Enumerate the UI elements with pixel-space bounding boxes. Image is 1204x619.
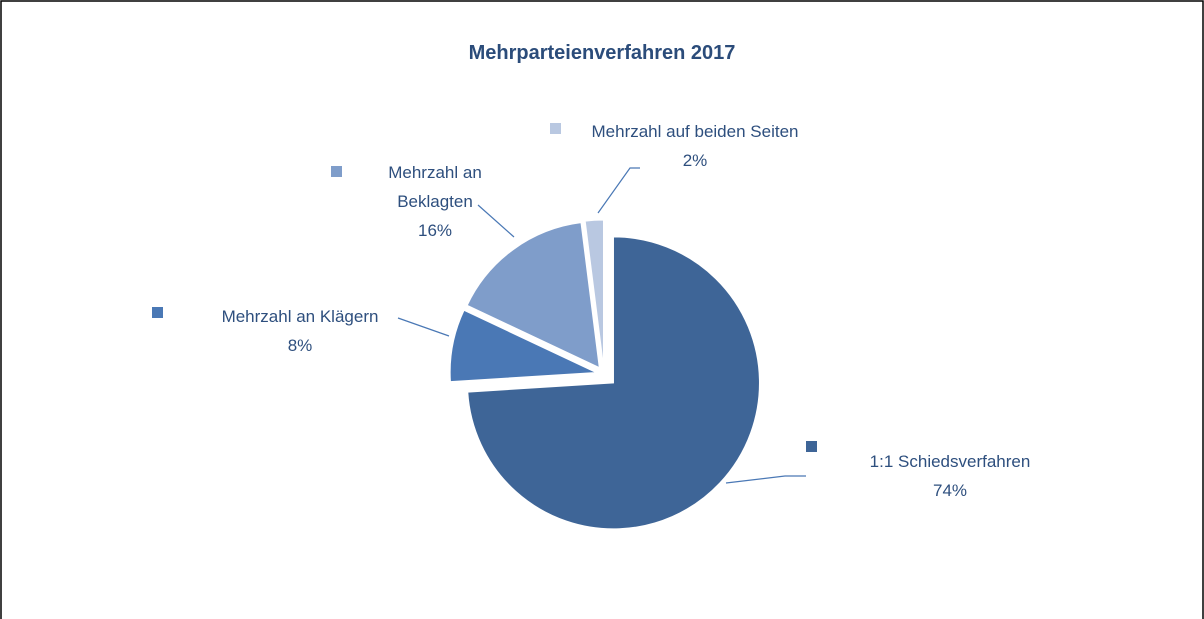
data-label: 1:1 Schiedsverfahren 74% <box>830 447 1070 505</box>
pie-slice <box>584 219 604 367</box>
data-label: Mehrzahl auf beiden Seiten 2% <box>580 117 810 175</box>
legend-swatch <box>152 307 163 318</box>
legend-swatch <box>806 441 817 452</box>
leader-line <box>725 475 806 484</box>
leader-line <box>477 204 515 238</box>
category-label: Mehrzahl an Klägern <box>221 307 379 326</box>
value-label: 2% <box>682 151 708 170</box>
legend-swatch <box>550 123 561 134</box>
value-label: 74% <box>932 481 968 500</box>
legend-swatch <box>331 166 342 177</box>
chart-title: Mehrparteienverfahren 2017 <box>468 42 736 64</box>
leader-line <box>597 167 640 214</box>
category-label: Mehrzahl an Beklagten <box>388 163 482 211</box>
leader-line <box>397 317 450 337</box>
pie-slice <box>466 222 600 369</box>
data-label: Mehrzahl an Klägern 8% <box>180 302 420 360</box>
category-label: 1:1 Schiedsverfahren <box>869 452 1031 471</box>
value-label: 16% <box>417 221 453 240</box>
value-label: 8% <box>287 336 313 355</box>
data-label: Mehrzahl an Beklagten 16% <box>350 158 520 245</box>
pie-slice <box>467 236 760 530</box>
pie-slice <box>449 309 597 383</box>
category-label: Mehrzahl auf beiden Seiten <box>591 122 799 141</box>
